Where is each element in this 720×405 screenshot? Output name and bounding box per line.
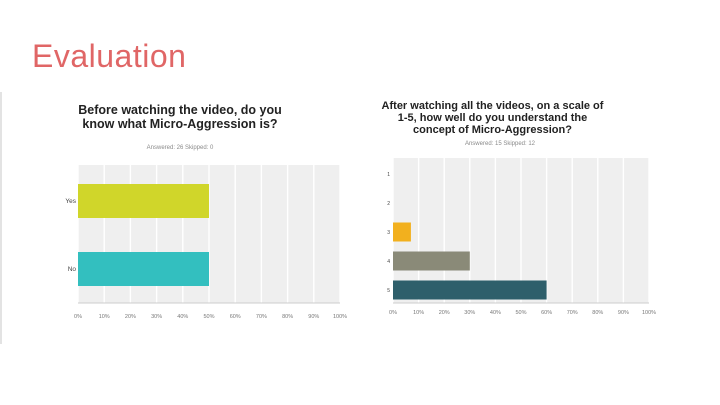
category-label: 2 [387, 201, 390, 207]
chart1: 0% 10% 20% 30% 40% 50% 60% 70% 80% 90% 100% Yes No [65, 165, 347, 320]
x-tick-label: 80% [592, 310, 603, 316]
x-tick-label: 90% [618, 310, 629, 316]
x-tick-label: 60% [230, 314, 241, 320]
x-tick-label: 10% [413, 310, 424, 316]
x-tick-label: 20% [439, 310, 450, 316]
chart2: 0% 10% 20% 30% 40% 50% 60% 70% 80% 90% 100% 1 2 3 4 5 [387, 158, 656, 316]
x-tick-label: 100% [642, 310, 656, 316]
left-divider [0, 92, 2, 344]
slide-title: Evaluation [32, 38, 187, 74]
x-tick-label: 80% [282, 314, 293, 320]
x-tick-label: 40% [490, 310, 501, 316]
x-tick-label: 70% [256, 314, 267, 320]
bar-3 [393, 222, 411, 242]
bar-4 [393, 251, 470, 271]
x-tick-label: 30% [464, 310, 475, 316]
x-tick-label: 40% [177, 314, 188, 320]
category-label: Yes [65, 198, 76, 205]
bar-no [78, 252, 209, 286]
x-tick-label: 90% [308, 314, 319, 320]
x-tick-label: 10% [99, 314, 110, 320]
x-tick-label: 20% [125, 314, 136, 320]
chart2-title: After watching all the videos, on a scal… [381, 100, 604, 136]
chart1-title: Before watching the video, do you know w… [78, 103, 282, 131]
category-label: 5 [387, 288, 390, 294]
x-tick-label: 50% [203, 314, 214, 320]
x-tick-label: 50% [515, 310, 526, 316]
x-tick-label: 30% [151, 314, 162, 320]
x-tick-label: 0% [389, 310, 397, 316]
category-label: 4 [387, 259, 390, 265]
chart1-subtitle: Answered: 26 Skipped: 0 [146, 145, 214, 151]
category-label: No [68, 266, 77, 273]
category-label: 1 [387, 172, 390, 178]
category-label: 3 [387, 230, 390, 236]
x-tick-label: 60% [541, 310, 552, 316]
x-tick-label: 70% [567, 310, 578, 316]
x-tick-label: 100% [333, 314, 347, 320]
bar-yes [78, 184, 209, 218]
chart2-subtitle: Answered: 15 Skipped: 12 [464, 141, 536, 147]
x-tick-label: 0% [74, 314, 82, 320]
bar-5 [393, 280, 547, 300]
